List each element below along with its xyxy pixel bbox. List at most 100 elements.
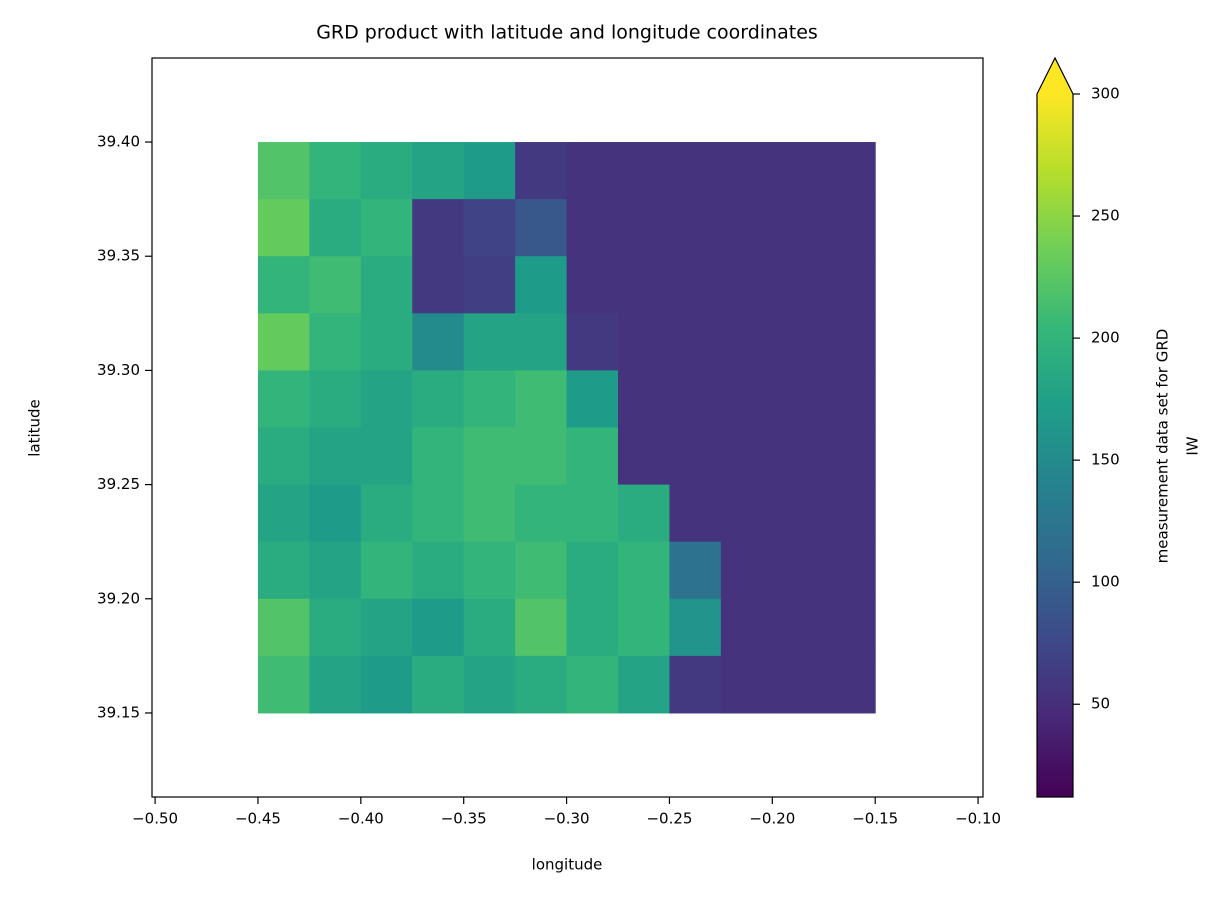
- x-tick-label: −0.25: [646, 810, 692, 828]
- heatmap-cell: [515, 427, 568, 486]
- heatmap-cell: [823, 427, 876, 486]
- heatmap-cell: [823, 370, 876, 428]
- heatmap-cell: [463, 427, 516, 486]
- colorbar-label: measurement data set for GRD: [1154, 329, 1172, 564]
- heatmap-cell: [618, 142, 670, 200]
- chart-title: GRD product with latitude and longitude …: [316, 22, 818, 44]
- colorbar-frame: [1036, 56, 1074, 798]
- heatmap-cell: [669, 370, 722, 428]
- heatmap-cell: [309, 256, 362, 314]
- heatmap-cell: [463, 370, 516, 428]
- heatmap-cell: [309, 142, 362, 200]
- heatmap-cell: [566, 370, 619, 428]
- heatmap-cell: [309, 655, 362, 714]
- heatmap-cell: [515, 598, 568, 657]
- colorbar-tick-label: 300: [1091, 85, 1120, 103]
- heatmap-cell: [566, 541, 619, 600]
- heatmap-cell: [720, 199, 773, 257]
- heatmap-cell: [515, 541, 568, 600]
- heatmap-cell: [412, 199, 465, 257]
- heatmap-cell: [309, 370, 362, 428]
- heatmap-cell: [772, 256, 825, 314]
- heatmap-cell: [412, 541, 465, 600]
- heatmap-cell: [720, 598, 773, 657]
- heatmap-cell: [463, 313, 516, 371]
- heatmap-cell: [669, 484, 722, 543]
- heatmap-cell: [515, 142, 568, 200]
- heatmap-cell: [772, 142, 825, 200]
- heatmap-cell: [257, 370, 310, 428]
- x-tick-label: −0.40: [338, 810, 384, 828]
- heatmap-cell: [515, 199, 568, 257]
- heatmap-cell: [463, 598, 516, 657]
- y-tick-label: 39.20: [97, 589, 140, 607]
- y-tick-label: 39.35: [97, 247, 140, 265]
- heatmap-cell: [360, 655, 413, 714]
- heatmap-cell: [669, 256, 722, 314]
- heatmap-cell: [412, 256, 465, 314]
- heatmap-cell: [360, 313, 413, 371]
- heatmap-cell: [412, 142, 465, 200]
- heatmap-cell: [412, 313, 465, 371]
- heatmap-cell: [772, 370, 825, 428]
- heatmap-cell: [257, 313, 310, 371]
- heatmap-cell: [515, 370, 568, 428]
- x-axis-label: longitude: [532, 856, 603, 874]
- heatmap-cell: [669, 655, 722, 714]
- heatmap-cell: [412, 427, 465, 486]
- colorbar-label: IW: [1184, 436, 1202, 455]
- heatmap-cell: [257, 256, 310, 314]
- heatmap-cell: [360, 370, 413, 428]
- heatmap-cell: [669, 427, 722, 486]
- heatmap-cell: [720, 655, 773, 714]
- heatmap-cell: [772, 541, 825, 600]
- heatmap-cell: [566, 484, 619, 543]
- heatmap-cell: [823, 598, 876, 657]
- heatmap-cell: [720, 484, 773, 543]
- heatmap-cell: [463, 655, 516, 714]
- heatmap-cell: [309, 199, 362, 257]
- heatmap-cell: [618, 655, 670, 714]
- heatmap-cell: [618, 427, 670, 486]
- x-tick-label: −0.45: [235, 810, 281, 828]
- heatmap-cell: [309, 313, 362, 371]
- heatmap-cell: [772, 484, 825, 543]
- heatmap-cell: [772, 655, 825, 714]
- heatmap-cell: [823, 313, 876, 371]
- x-tick-label: −0.30: [544, 810, 590, 828]
- heatmap-cell: [412, 598, 465, 657]
- heatmap-cell: [309, 484, 362, 543]
- heatmap-cell: [309, 541, 362, 600]
- heatmap-cell: [669, 199, 722, 257]
- colorbar-tick-label: 250: [1091, 207, 1120, 225]
- heatmap-cell: [772, 199, 825, 257]
- heatmap-cell: [566, 655, 619, 714]
- heatmap-cell: [463, 142, 516, 200]
- heatmap-cell: [823, 256, 876, 314]
- heatmap-cell: [360, 484, 413, 543]
- heatmap-cell: [566, 256, 619, 314]
- heatmap-cell: [720, 256, 773, 314]
- heatmap-cell: [360, 541, 413, 600]
- plot-frame: [151, 57, 984, 798]
- heatmap-cell: [566, 199, 619, 257]
- heatmap-cell: [515, 655, 568, 714]
- heatmap-cell: [669, 142, 722, 200]
- x-tick-label: −0.15: [852, 810, 898, 828]
- heatmap-cell: [257, 598, 310, 657]
- colorbar: [1037, 94, 1073, 797]
- heatmap-cell: [257, 541, 310, 600]
- heatmap-cell: [309, 598, 362, 657]
- heatmap-cell: [772, 427, 825, 486]
- y-axis-label: latitude: [26, 399, 44, 457]
- heatmap-cell: [669, 598, 722, 657]
- heatmap-cell: [360, 199, 413, 257]
- heatmap-cell: [618, 484, 670, 543]
- y-tick-label: 39.25: [97, 475, 140, 493]
- heatmap-cell: [515, 484, 568, 543]
- heatmap-cell: [566, 313, 619, 371]
- heatmap-cell: [618, 199, 670, 257]
- heatmap-cell: [618, 313, 670, 371]
- heatmap-cell: [566, 598, 619, 657]
